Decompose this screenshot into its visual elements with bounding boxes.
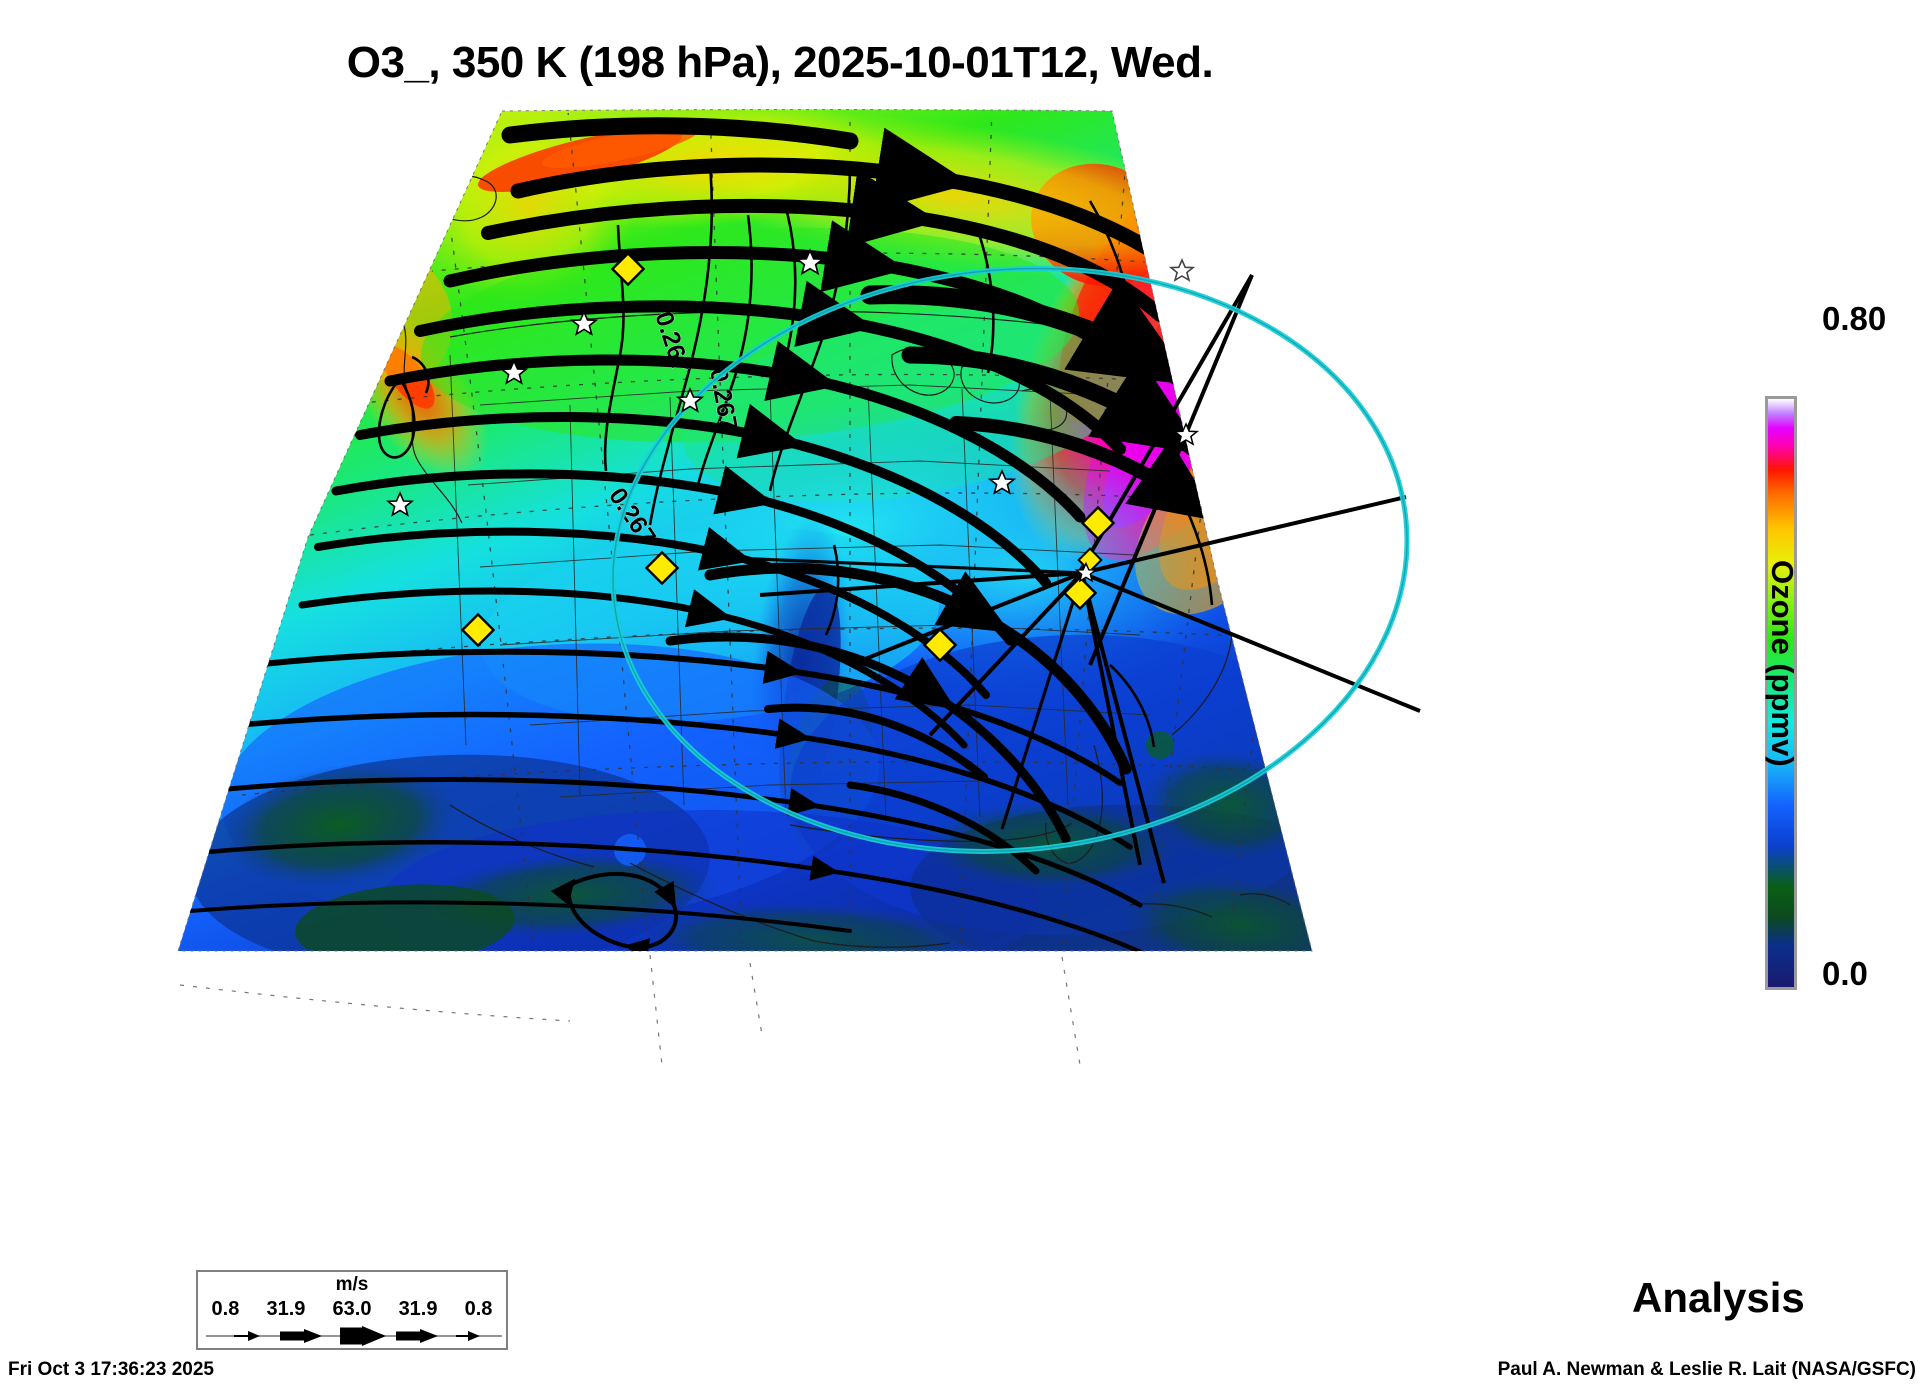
page-title: O3_, 350 K (198 hPa), 2025-10-01T12, Wed… bbox=[346, 38, 1214, 87]
generation-timestamp: Fri Oct 3 17:36:23 2025 bbox=[8, 1359, 214, 1380]
ozone-contour-fill bbox=[178, 109, 1312, 951]
city-star-marker[interactable] bbox=[795, 248, 825, 276]
colorbar-min-label: 0.0 bbox=[1822, 955, 1868, 992]
wind-legend-value: 0.8 bbox=[464, 1298, 493, 1320]
map-panel[interactable]: 0.267 0.267 0.267 bbox=[150, 105, 1430, 1175]
colorbar-max-label: 0.80 bbox=[1822, 300, 1887, 337]
city-star-marker[interactable] bbox=[1168, 258, 1196, 282]
station-diamond-marker[interactable] bbox=[1062, 575, 1098, 611]
city-star-marker[interactable] bbox=[499, 359, 529, 385]
city-star-marker[interactable] bbox=[385, 491, 415, 517]
colorbar-gradient bbox=[1768, 399, 1794, 987]
graticule-exterior bbox=[179, 954, 1081, 1066]
wind-streamlines bbox=[188, 117, 1312, 951]
wind-legend-value: 31.9 bbox=[398, 1298, 438, 1320]
wind-legend-value: 63.0 bbox=[332, 1298, 372, 1320]
city-star-marker[interactable] bbox=[1172, 422, 1200, 446]
wind-legend-value: 31.9 bbox=[266, 1298, 306, 1320]
colorbar[interactable] bbox=[1765, 396, 1797, 990]
credit-line: Paul A. Newman & Leslie R. Lait (NASA/GS… bbox=[1497, 1359, 1916, 1380]
station-diamond-marker[interactable] bbox=[1080, 505, 1116, 541]
colorbar-title: Ozone (ppmv) bbox=[1765, 560, 1800, 767]
city-star-marker[interactable] bbox=[987, 469, 1017, 495]
station-diamond-marker[interactable] bbox=[610, 251, 646, 287]
city-star-marker[interactable] bbox=[1074, 561, 1098, 583]
flight-tracks-secondary bbox=[709, 555, 1084, 830]
station-diamond-marker[interactable] bbox=[922, 627, 958, 663]
wind-legend-unit: m/s bbox=[335, 1274, 369, 1295]
wind-speed-legend: m/s 0.8 31.9 63.0 31.9 0.8 bbox=[196, 1270, 508, 1350]
city-star-marker[interactable] bbox=[569, 310, 599, 336]
ozone-map[interactable]: 0.267 0.267 0.267 bbox=[150, 105, 1430, 1175]
wind-legend-arrows bbox=[206, 1326, 502, 1346]
analysis-label: Analysis bbox=[1632, 1274, 1805, 1321]
station-markers[interactable] bbox=[385, 248, 1200, 663]
station-diamond-marker[interactable] bbox=[644, 550, 680, 586]
city-star-marker[interactable] bbox=[675, 387, 705, 413]
wind-legend-values: 0.8 31.9 63.0 31.9 0.8 bbox=[198, 1298, 506, 1321]
wind-legend-value: 0.8 bbox=[211, 1298, 240, 1320]
map-boundary bbox=[177, 109, 1313, 952]
flight-tracks bbox=[759, 273, 1421, 884]
great-circle-overlay bbox=[610, 266, 1410, 854]
station-diamond-marker[interactable] bbox=[460, 612, 496, 648]
